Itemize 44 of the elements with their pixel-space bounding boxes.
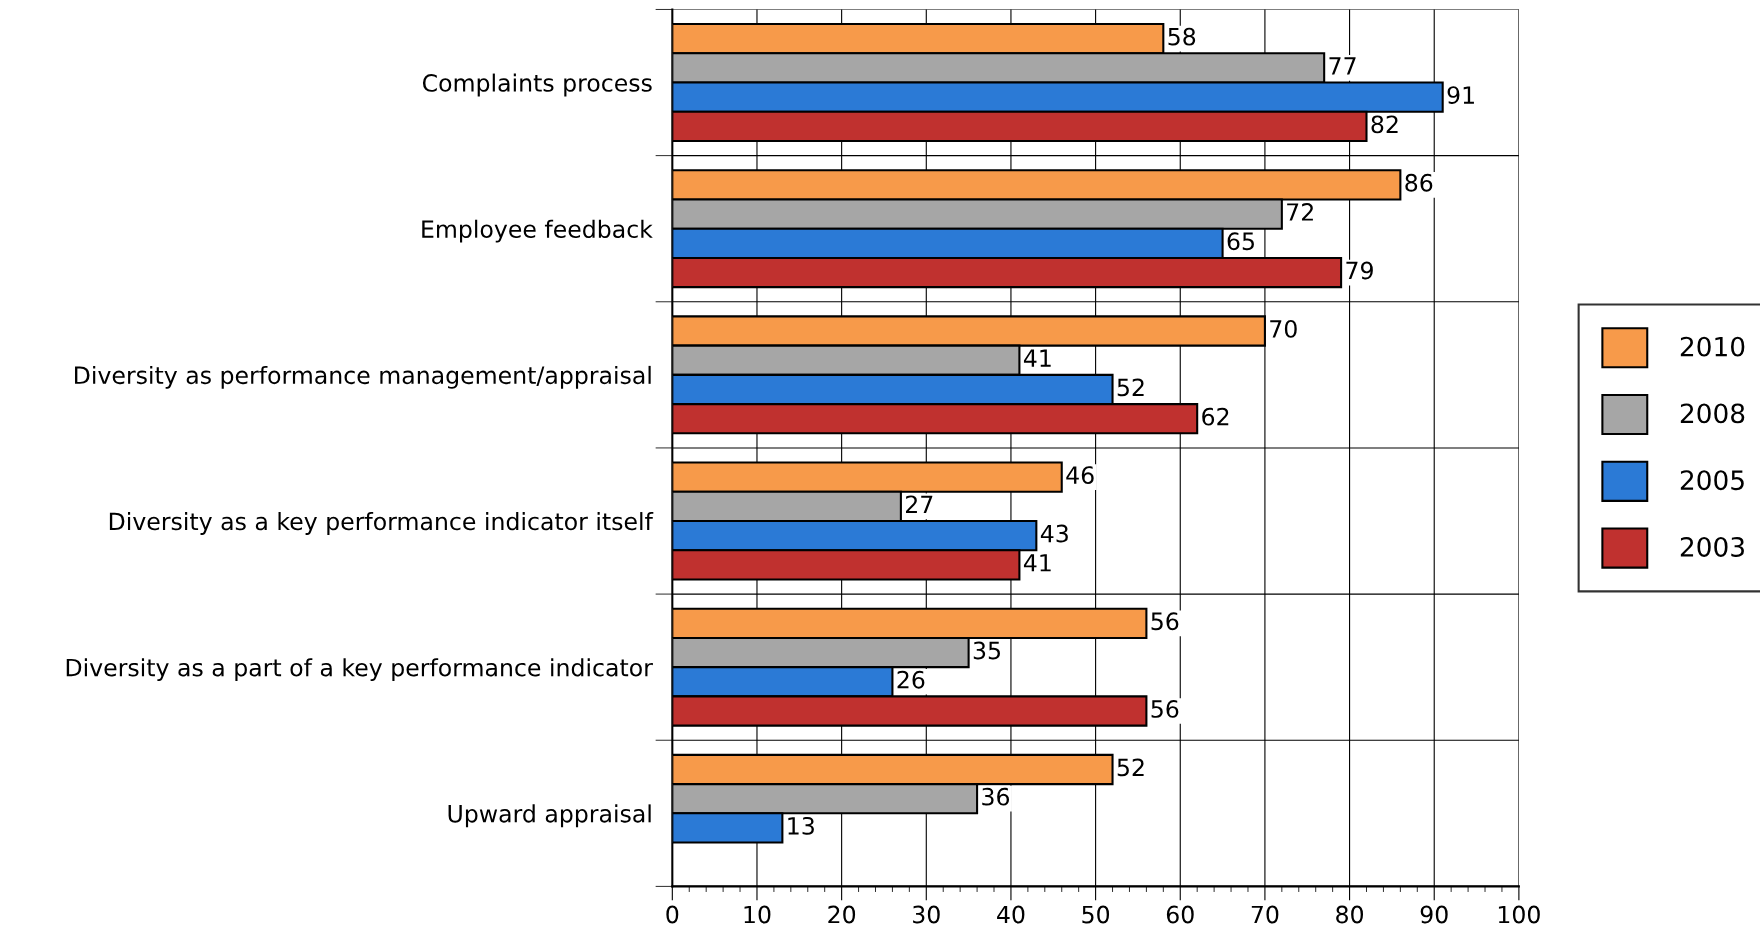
legend-label: 2005 [1680, 470, 1744, 491]
legend-label: 2010 [1680, 336, 1745, 357]
x-tick-label: 30 [913, 905, 940, 924]
data-label: 41 [1023, 349, 1051, 367]
data-label: 70 [1270, 320, 1297, 338]
data-label: 91 [1447, 86, 1474, 105]
y-tick-label: Complaints process [422, 73, 652, 97]
x-tick-label: 40 [997, 905, 1025, 924]
data-label: 79 [1346, 261, 1373, 280]
data-label: 52 [1117, 378, 1144, 397]
y-tick-label: Diversity as performance management/appraisal [75, 365, 651, 389]
data-label: 72 [1287, 203, 1313, 221]
data-label: 43 [1040, 524, 1068, 543]
y-tick-label: Employee feedback [422, 219, 653, 243]
x-tick-label: 10 [744, 905, 771, 924]
y-tick-label: Diversity as a part of a key performance indicator [66, 658, 653, 682]
y-tick-label: Diversity as a key performance indicator itself [109, 512, 654, 535]
x-tick-label: 90 [1420, 905, 1448, 924]
data-label: 35 [973, 641, 1000, 660]
y-tick-label: Upward appraisal [448, 804, 651, 828]
data-label: 36 [982, 787, 1010, 806]
x-tick-label: 50 [1082, 905, 1110, 924]
data-label: 56 [1151, 612, 1179, 631]
data-label: 56 [1151, 700, 1179, 718]
data-label: 77 [1329, 57, 1356, 75]
data-label: 26 [897, 670, 925, 689]
data-label: 62 [1202, 407, 1229, 426]
data-label: 27 [906, 495, 933, 513]
x-tick-label: 100 [1498, 905, 1540, 924]
legend-label: 2008 [1680, 403, 1745, 424]
data-label: 58 [1168, 27, 1196, 46]
data-label: 41 [1023, 554, 1051, 572]
x-tick-label: 0 [666, 905, 679, 924]
data-label: 82 [1371, 115, 1398, 134]
data-label: 65 [1227, 232, 1254, 251]
x-tick-label: 60 [1166, 905, 1194, 924]
x-tick-label: 20 [828, 905, 856, 924]
data-label: 86 [1405, 173, 1433, 192]
data-label: 46 [1066, 466, 1094, 485]
legend-label: 2003 [1680, 536, 1744, 557]
data-label: 52 [1117, 758, 1144, 777]
x-tick-label: 80 [1336, 905, 1364, 924]
data-label: 13 [788, 816, 814, 835]
x-tick-label: 70 [1251, 905, 1279, 924]
